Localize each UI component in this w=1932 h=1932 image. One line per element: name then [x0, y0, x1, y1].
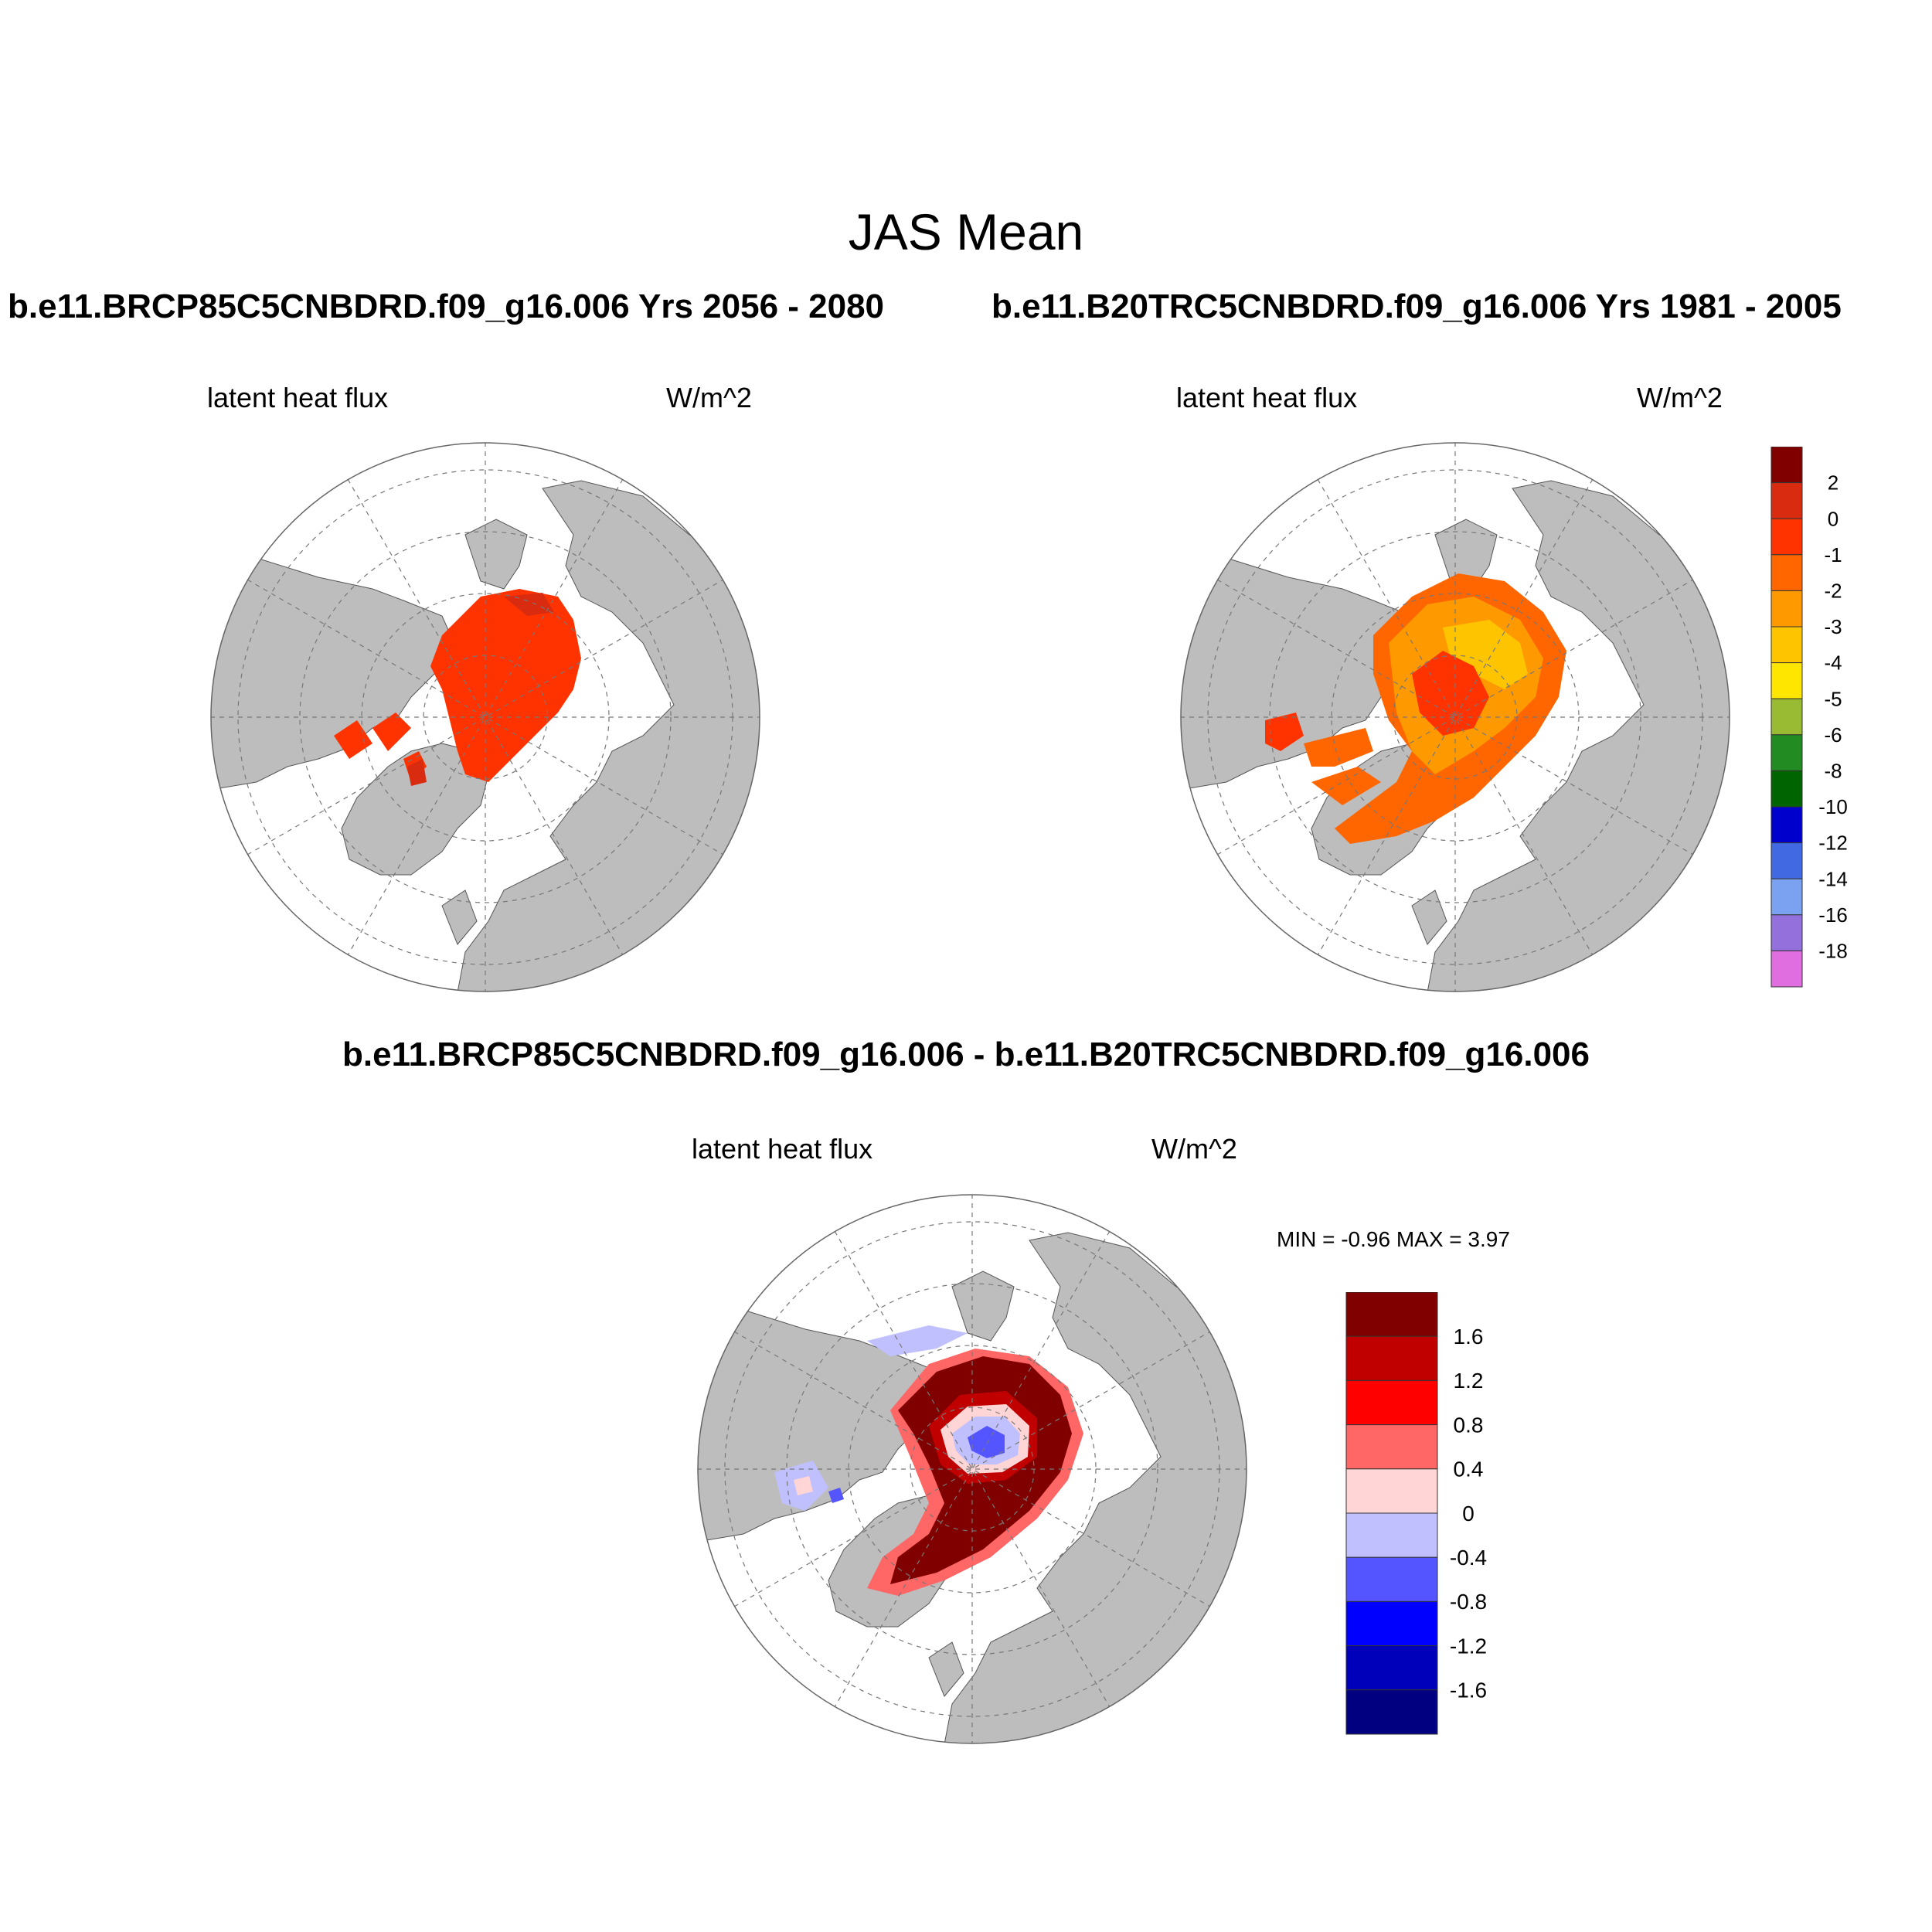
panel2-variable-label: latent heat flux	[1176, 382, 1358, 413]
colorbar-main-swatch	[1770, 554, 1803, 591]
colorbar-main-swatch	[1770, 878, 1803, 916]
colorbar-diff-swatch	[1345, 1335, 1438, 1381]
colorbar-main-swatch	[1770, 626, 1803, 664]
colorbar-main-swatch	[1770, 662, 1803, 699]
colorbar-main-tick-label: -1	[1824, 543, 1842, 566]
map-boundary	[210, 442, 760, 992]
colorbar-diff-swatch	[1345, 1556, 1438, 1602]
colorbar-main-tick-label: -4	[1824, 651, 1842, 675]
colorbar-main-swatch	[1770, 806, 1803, 844]
colorbar-main-tick-label: -12	[1818, 832, 1848, 855]
colorbar-main-swatch	[1770, 698, 1803, 736]
colorbar-diff-swatch	[1345, 1512, 1438, 1558]
colorbar-diff-swatch	[1345, 1292, 1438, 1337]
panel2-title: b.e11.B20TRC5CNBDRD.f09_g16.006 Yrs 1981…	[992, 287, 1842, 325]
colorbar-main-tick-label: -6	[1824, 723, 1842, 747]
colorbar-diff-tick-label: -0.8	[1450, 1590, 1487, 1614]
colorbar-main-tick-label: 2	[1828, 471, 1838, 495]
colorbar-main-swatch	[1770, 482, 1803, 519]
graticule	[1181, 443, 1730, 992]
diff-variable-label: latent heat flux	[692, 1133, 873, 1165]
panel2-units-label: W/m^2	[1637, 382, 1723, 413]
colorbar-diff-tick-label: 1.6	[1454, 1325, 1484, 1349]
colorbar-main-swatch	[1770, 734, 1803, 771]
colorbar-diff-tick-label: -0.4	[1450, 1546, 1487, 1570]
colorbar-main-tick-label: -18	[1818, 940, 1848, 963]
diff-units-label: W/m^2	[1151, 1133, 1237, 1165]
colorbar-main-tick-label: -2	[1824, 580, 1842, 603]
map-boundary	[1180, 442, 1730, 992]
figure-title: JAS Mean	[848, 203, 1084, 260]
colorbar-main-swatch	[1770, 518, 1803, 556]
panel1-title: b.e11.BRCP85C5CNBDRD.f09_g16.006 Yrs 205…	[8, 287, 885, 325]
flux-difference-field	[774, 1325, 1083, 1596]
colorbar-main-tick-label: -16	[1818, 903, 1848, 927]
map-panel-difference	[697, 1194, 1247, 1744]
colorbar-diff-swatch	[1345, 1424, 1438, 1470]
colorbar-main-swatch	[1770, 770, 1803, 808]
colorbar-main-tick-label: 0	[1828, 507, 1838, 530]
colorbar-main: 2 0 -1 -2 -3 -4 -5 -6 -8 -10 -12 -14 -16 -18	[1770, 447, 1848, 988]
ice-flux-field	[334, 589, 581, 782]
diff-min-max-readout: MIN = -0.96 MAX = 3.97	[1277, 1227, 1510, 1251]
map-panel-future	[210, 442, 760, 992]
colorbar-main-tick-label: -8	[1824, 760, 1842, 783]
ice-flux-field	[1265, 573, 1566, 844]
graticule	[211, 443, 760, 992]
colorbar-main-swatch	[1770, 590, 1803, 628]
colorbar-diff-tick-label: 1.2	[1454, 1369, 1484, 1393]
colorbar-diff-swatch	[1345, 1468, 1438, 1514]
panel1-variable-label: latent heat flux	[207, 382, 389, 413]
panel1-units-label: W/m^2	[666, 382, 752, 413]
map-boundary	[697, 1194, 1247, 1744]
colorbar-main-tick-label: -14	[1818, 867, 1848, 890]
colorbar-difference: 1.6 1.2 0.8 0.4 0 -0.4 -0.8 -1.2 -1.6	[1345, 1292, 1487, 1735]
colorbar-main-tick-label: -10	[1818, 795, 1848, 818]
colorbar-diff-tick-label: 0.4	[1454, 1458, 1484, 1481]
colorbar-main-tick-label: -5	[1824, 687, 1842, 710]
colorbar-main-swatch	[1770, 950, 1803, 988]
colorbar-diff-swatch	[1345, 1600, 1438, 1647]
colorbar-diff-tick-label: -1.6	[1450, 1679, 1487, 1702]
map-panel-historical	[1180, 442, 1730, 992]
graticule	[698, 1195, 1247, 1743]
ice-flux-field-high	[407, 593, 554, 786]
colorbar-diff-swatch	[1345, 1645, 1438, 1691]
colorbar-diff-tick-label: -1.2	[1450, 1634, 1487, 1658]
diff-title: b.e11.BRCP85C5CNBDRD.f09_g16.006 - b.e11…	[342, 1036, 1590, 1073]
colorbar-diff-swatch	[1345, 1379, 1438, 1426]
colorbar-diff-tick-label: 0	[1462, 1502, 1475, 1526]
colorbar-diff-swatch	[1345, 1689, 1438, 1735]
colorbar-main-swatch	[1770, 914, 1803, 951]
colorbar-diff-tick-label: 0.8	[1454, 1413, 1484, 1437]
colorbar-main-swatch	[1770, 447, 1803, 484]
colorbar-main-swatch	[1770, 842, 1803, 879]
colorbar-main-tick-label: -3	[1824, 615, 1842, 638]
